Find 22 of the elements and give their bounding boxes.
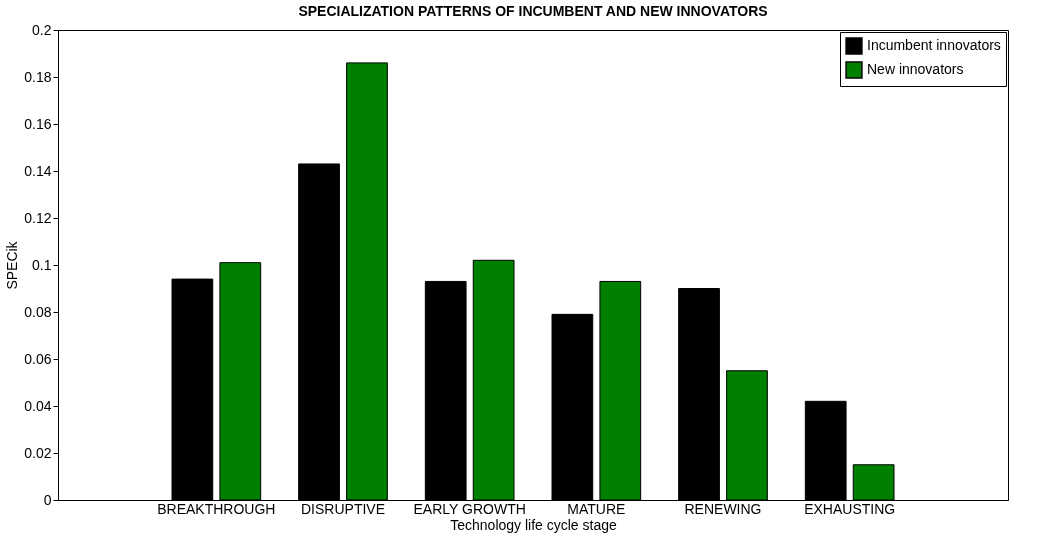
y-tick-label: 0.04	[24, 397, 52, 414]
y-tick-label: 0.08	[24, 303, 52, 320]
y-tick-label: 0.14	[24, 162, 52, 179]
y-tick-label: 0.12	[24, 209, 52, 226]
legend-label: New innovators	[867, 61, 964, 77]
y-axis-title: SPECik	[4, 240, 21, 290]
x-tick-label: EARLY GROWTH	[413, 500, 526, 517]
y-tick-label: 0.2	[32, 21, 52, 38]
x-tick-label: MATURE	[567, 500, 626, 517]
y-tick-label: 0.1	[32, 256, 52, 273]
y-tick-label: 0	[43, 491, 52, 508]
x-tick-label: BREAKTHROUGH	[157, 500, 276, 517]
y-tick-label: 0.16	[24, 115, 52, 132]
y-tick-label: 0.02	[24, 444, 52, 461]
x-tick-label: EXHAUSTING	[804, 500, 896, 517]
chart-title: SPECIALIZATION PATTERNS OF INCUMBENT AND NEW INNOVATORS	[298, 3, 768, 19]
x-axis-title: Technology life cycle stage	[450, 516, 617, 533]
x-tick-label: RENEWING	[684, 500, 762, 517]
y-tick-label: 0.18	[24, 68, 52, 85]
y-tick-label: 0.06	[24, 350, 52, 367]
legend-label: Incumbent innovators	[867, 37, 1001, 53]
x-tick-label: DISRUPTIVE	[300, 500, 386, 517]
